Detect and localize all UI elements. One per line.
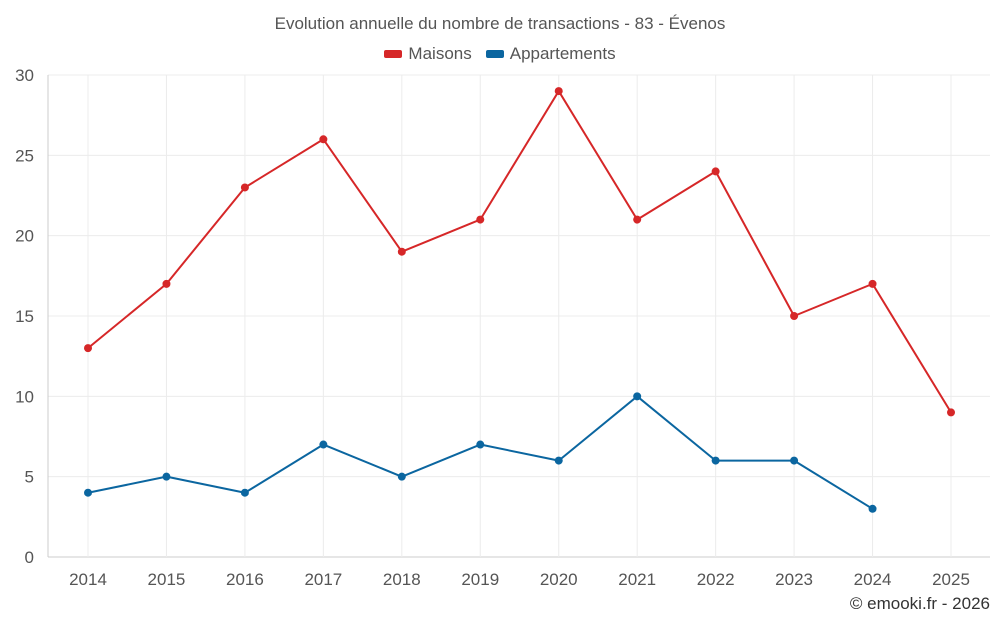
x-tick-label-2019: 2019 (461, 570, 499, 589)
data-point-appartements-2019 (476, 440, 485, 449)
data-point-appartements-2021 (633, 392, 642, 401)
copyright-credit: © emooki.fr - 2026 (849, 594, 990, 613)
data-point-appartements-2020 (554, 456, 563, 465)
legend-label-appartements: Appartements (509, 44, 616, 63)
data-point-maisons-2017 (319, 135, 328, 144)
data-point-maisons-2015 (162, 279, 171, 288)
data-point-appartements-2017 (319, 440, 328, 449)
y-tick-label-20: 20 (15, 227, 34, 246)
legend-item-maisons[interactable]: Maisons (384, 44, 472, 64)
x-tick-label-2023: 2023 (775, 570, 813, 589)
data-point-appartements-2016 (240, 488, 249, 497)
y-tick-label-10: 10 (15, 387, 34, 406)
x-tick-label-2018: 2018 (383, 570, 421, 589)
x-tick-label-2017: 2017 (304, 570, 342, 589)
data-point-appartements-2018 (397, 472, 406, 481)
x-tick-label-2020: 2020 (540, 570, 578, 589)
x-tick-label-2022: 2022 (697, 570, 735, 589)
data-point-maisons-2019 (476, 215, 485, 224)
data-point-appartements-2014 (84, 488, 92, 497)
data-point-maisons-2018 (397, 247, 406, 256)
x-tick-label-2024: 2024 (854, 570, 892, 589)
y-tick-label-5: 5 (25, 468, 34, 487)
data-point-maisons-2014 (84, 344, 92, 353)
data-point-maisons-2025 (947, 408, 955, 417)
data-point-appartements-2023 (790, 456, 799, 465)
data-point-appartements-2015 (162, 472, 171, 481)
x-tick-label-2014: 2014 (69, 570, 107, 589)
legend-item-appartements[interactable]: Appartements (485, 44, 616, 64)
data-point-maisons-2016 (240, 183, 249, 192)
data-point-maisons-2024 (868, 279, 877, 288)
x-tick-label-2015: 2015 (148, 570, 186, 589)
data-point-maisons-2023 (790, 312, 799, 320)
data-point-maisons-2022 (711, 167, 720, 176)
legend-swatch-appartements (485, 50, 504, 58)
legend-label-maisons: Maisons (408, 44, 472, 63)
data-point-appartements-2022 (711, 456, 720, 465)
data-point-maisons-2020 (554, 87, 563, 96)
legend-swatch-maisons (384, 50, 403, 58)
y-tick-label-15: 15 (15, 307, 34, 326)
x-tick-label-2025: 2025 (932, 570, 970, 589)
x-tick-label-2016: 2016 (226, 570, 264, 589)
chart-legend: Maisons Appartements (0, 44, 1000, 64)
data-point-maisons-2021 (633, 215, 642, 224)
chart-title: Evolution annuelle du nombre de transact… (274, 14, 726, 33)
data-point-appartements-2024 (868, 504, 877, 513)
x-tick-label-2021: 2021 (618, 570, 656, 589)
y-tick-label-0: 0 (25, 548, 34, 567)
series-line-maisons (87, 90, 952, 413)
y-tick-label-25: 25 (15, 146, 34, 165)
y-tick-label-30: 30 (15, 66, 34, 85)
